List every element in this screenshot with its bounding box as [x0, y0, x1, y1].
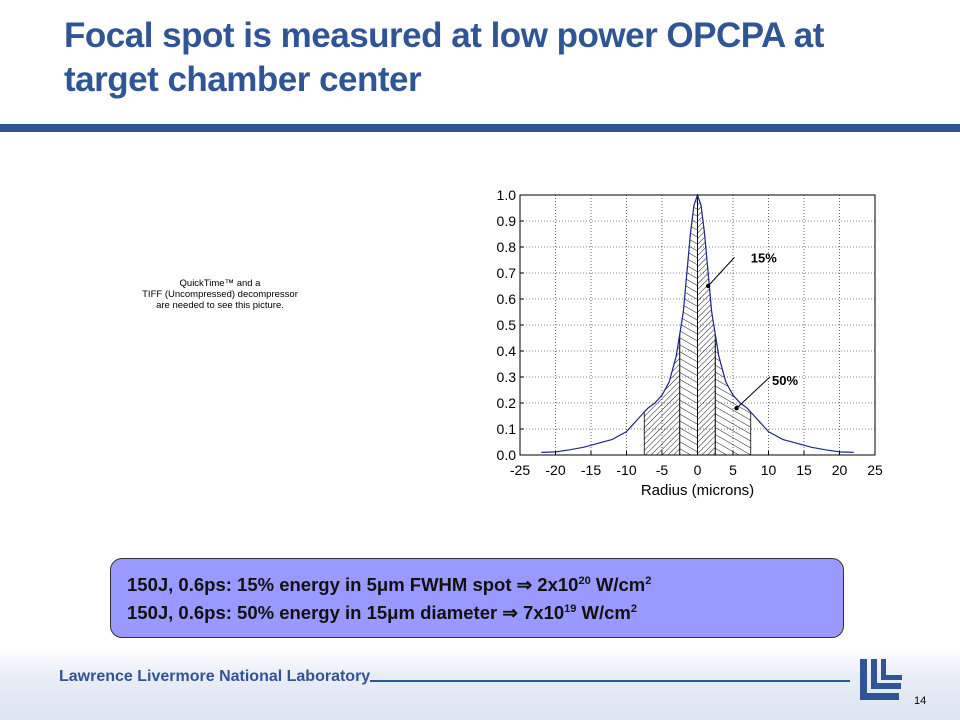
annotation-50-dot	[734, 406, 739, 411]
slide-title: Focal spot is measured at low power OPCP…	[64, 16, 824, 99]
y-tick-label: 0.5	[497, 317, 517, 333]
x-tick-label: -25	[510, 462, 530, 478]
y-tick-label: 0.7	[497, 265, 517, 281]
y-tick-label: 0.6	[497, 291, 517, 307]
x-tick-label: 20	[832, 462, 848, 478]
region-15-left	[679, 194, 698, 456]
intensity-exponent: 19	[564, 603, 577, 615]
results-callout: 150J, 0.6ps: 15% energy in 5μm FWHM spot…	[110, 558, 844, 638]
callout-line2-text: 150J, 0.6ps: 50% energy in 15μm diameter	[127, 602, 503, 623]
unit-exponent: 2	[645, 575, 652, 587]
intensity-value: 7x10	[517, 602, 565, 623]
y-tick-label: 0.3	[497, 369, 517, 385]
page-number: 14	[914, 695, 927, 707]
x-tick-label: -20	[545, 462, 565, 478]
unit-exponent: 2	[630, 603, 638, 615]
x-tick-label: -5	[656, 462, 669, 478]
x-tick-label: 0	[694, 462, 702, 478]
intensity-exponent: 20	[578, 575, 591, 587]
annotation-50-label: 50%	[772, 373, 798, 388]
placeholder-line-1: QuickTime™ and a	[179, 278, 261, 289]
focal-spot-chart: -25 -20 -15 -10 -5 0 5 10 15 20 25 0.0 0.1 0.2 0.3 0.4 0…	[497, 187, 883, 499]
y-tick-label: 0.0	[497, 447, 517, 463]
footer-band	[0, 648, 960, 720]
implies-arrow-icon: ⇒	[502, 602, 518, 623]
y-tick-label: 0.9	[497, 213, 517, 229]
y-tick-label: 0.8	[497, 239, 517, 255]
x-axis-label: Radius (microns)	[641, 482, 754, 499]
image-placeholder-text: QuickTime™ and a TIFF (Uncompressed) dec…	[130, 278, 310, 311]
placeholder-line-3: are needed to see this picture.	[156, 300, 284, 311]
intensity-unit: W/cm	[590, 574, 646, 595]
x-tick-label: -15	[581, 462, 601, 478]
y-tick-label: 0.2	[497, 395, 517, 411]
annotation-15-label: 15%	[751, 251, 777, 266]
footer-rule	[370, 680, 850, 682]
x-tick-label: 15	[796, 462, 812, 478]
y-tick-label: 0.4	[497, 343, 517, 359]
title-underline	[0, 124, 960, 132]
callout-line-50-percent: 150J, 0.6ps: 50% energy in 15μm diameter…	[127, 599, 843, 627]
callout-line-15-percent: 150J, 0.6ps: 15% energy in 5μm FWHM spot…	[127, 571, 843, 599]
callout-line1-text: 150J, 0.6ps: 15% energy in 5μm FWHM spot	[127, 574, 517, 595]
implies-arrow-icon: ⇒	[516, 574, 533, 595]
x-tick-label: 5	[729, 462, 737, 478]
y-tick-label: 1.0	[497, 187, 517, 203]
lab-name: Lawrence Livermore National Laboratory	[59, 668, 371, 685]
x-tick-label: 25	[867, 462, 883, 478]
annotation-15-dot	[705, 283, 711, 289]
intensity-value: 2x10	[532, 574, 579, 595]
llnl-logo-icon	[860, 659, 902, 700]
placeholder-line-2: TIFF (Uncompressed) decompressor	[142, 289, 298, 300]
y-tick-label: 0.1	[497, 421, 517, 437]
x-tick-label: 10	[761, 462, 777, 478]
intensity-unit: W/cm	[576, 602, 631, 623]
region-15-right	[697, 194, 716, 456]
annotation-15-pointer	[707, 257, 735, 287]
x-tick-label: -10	[616, 462, 636, 478]
annotation-50-pointer	[736, 376, 771, 409]
